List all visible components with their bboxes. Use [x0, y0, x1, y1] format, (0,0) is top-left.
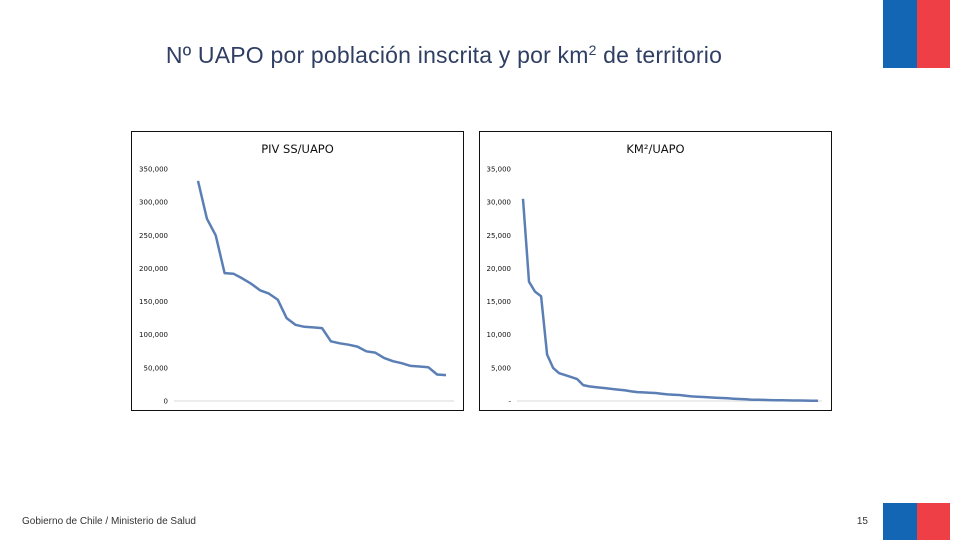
y-tick-label: 250,000: [139, 232, 168, 240]
series-line: [521, 198, 818, 402]
flag-blue-stripe: [883, 503, 917, 540]
y-tick-label: 100,000: [139, 331, 168, 339]
y-tick-label: 15,000: [487, 298, 512, 306]
y-tick-label: 5,000: [491, 364, 511, 372]
series-line: [196, 180, 447, 377]
chart-title: PIV SS/UAPO: [261, 142, 334, 156]
page-number: 15: [856, 516, 868, 527]
y-tick-label: -: [508, 398, 511, 406]
y-tick-label: 50,000: [144, 364, 169, 372]
y-tick-label: 200,000: [139, 265, 168, 273]
page-title: Nº UAPO por población inscrita y por km2…: [0, 42, 888, 69]
flag-red-stripe: [916, 503, 950, 540]
chart-piv-ss-uapo: PIV SS/UAPO 0 50,000 100,000 150,000 200,000…: [131, 131, 464, 411]
page-title-superscript: 2: [588, 42, 597, 58]
flag-blue-stripe: [883, 0, 917, 68]
y-tick-label: 35,000: [487, 166, 512, 174]
y-tick-label: 20,000: [487, 265, 512, 273]
footer-credit: Gobierno de Chile / Ministerio de Salud: [22, 516, 196, 527]
chart-plot-area: - 5,000 10,000 15,000 20,000 25,000 30,000 35,0…: [487, 166, 822, 406]
y-tick-label: 300,000: [139, 199, 168, 207]
chart-km2-uapo: KM²/UAPO - 5,000 10,000 15,000 20,000 25,000 3…: [479, 131, 832, 411]
y-tick-label: 10,000: [487, 331, 512, 339]
page-title-end: de territorio: [596, 42, 723, 68]
page-title-main: Nº UAPO por población inscrita y por km: [165, 42, 589, 68]
flag-top-decoration: [883, 0, 950, 68]
y-tick-label: 350,000: [139, 166, 168, 174]
flag-bottom-decoration: [883, 503, 950, 540]
y-tick-label: 0: [164, 398, 168, 406]
chart-title: KM²/UAPO: [626, 142, 685, 156]
flag-red-stripe: [916, 0, 950, 68]
y-tick-label: 25,000: [487, 232, 512, 240]
y-tick-label: 150,000: [139, 298, 168, 306]
chart-plot-area: 0 50,000 100,000 150,000 200,000 250,000 300,0…: [139, 166, 454, 406]
y-tick-label: 30,000: [487, 199, 512, 207]
